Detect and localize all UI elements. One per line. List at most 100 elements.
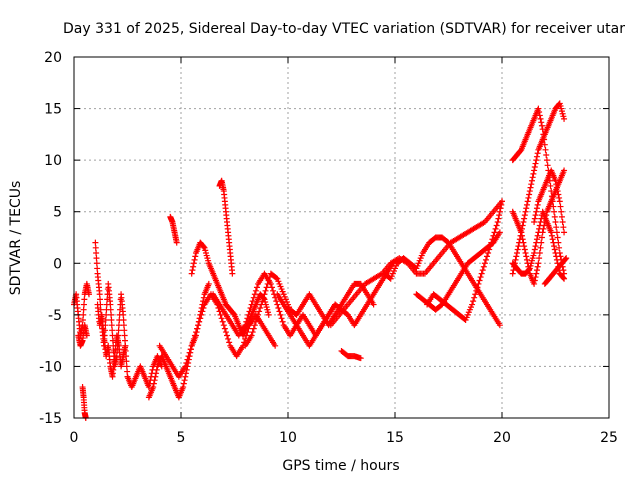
data-point (532, 274, 539, 281)
data-point (537, 219, 544, 226)
data-point (273, 298, 280, 305)
data-point (552, 219, 559, 226)
data-point (200, 243, 207, 250)
data-point (85, 291, 92, 298)
data-point (107, 306, 114, 313)
data-point (150, 384, 157, 391)
data-point (196, 318, 203, 325)
data-point (493, 222, 500, 229)
data-point (509, 270, 516, 277)
data-point (220, 322, 227, 329)
series-sat-q (381, 234, 503, 329)
data-point (275, 304, 282, 311)
data-point (551, 243, 558, 250)
data-point (257, 304, 264, 311)
data-point (560, 274, 567, 281)
data-point (192, 253, 199, 260)
data-point (245, 311, 252, 318)
data-point (217, 311, 224, 318)
data-point (534, 150, 541, 157)
data-point (277, 311, 284, 318)
data-point (523, 205, 530, 212)
x-tick-label: 15 (386, 430, 404, 446)
data-point (153, 370, 160, 377)
data-point (246, 308, 253, 315)
data-point (534, 232, 541, 239)
data-point (80, 306, 87, 313)
data-point (270, 287, 277, 294)
data-point (200, 304, 207, 311)
data-point (109, 327, 116, 334)
data-point (556, 244, 563, 251)
data-point (218, 315, 225, 322)
series-sat-l (210, 270, 339, 339)
data-point (549, 236, 556, 243)
data-point (534, 201, 541, 208)
data-point (265, 277, 272, 284)
data-point (532, 243, 539, 250)
gridlines (74, 57, 609, 418)
plot-frame (73, 56, 610, 419)
data-point (258, 301, 265, 308)
data-point (153, 366, 160, 373)
data-point (563, 255, 570, 262)
data-point (83, 332, 90, 339)
data-point (552, 177, 559, 184)
data-point (526, 188, 533, 195)
data-point (480, 263, 487, 270)
x-tick-label: 20 (493, 430, 511, 446)
data-point (531, 167, 538, 174)
data-point (533, 208, 540, 215)
data-point (108, 322, 115, 329)
data-point (221, 325, 228, 332)
data-point (194, 325, 201, 332)
data-point (518, 232, 525, 239)
data-point (496, 212, 503, 219)
data-point (79, 317, 86, 324)
data-point (548, 229, 555, 236)
data-point (520, 219, 527, 226)
data-point (553, 184, 560, 191)
data-point (481, 260, 488, 267)
series-sat-w (509, 208, 568, 282)
data-point (264, 280, 271, 287)
data-point (523, 256, 530, 263)
data-point (187, 346, 194, 353)
data-point (532, 212, 539, 219)
data-point (531, 219, 538, 226)
data-point (260, 294, 267, 301)
data-point (191, 332, 198, 339)
y-tick-label: -5 (48, 308, 62, 324)
data-point (122, 342, 129, 349)
data-point (476, 277, 483, 284)
data-point (540, 131, 547, 138)
data-point (273, 274, 280, 281)
data-point (557, 203, 564, 210)
data-point (520, 239, 527, 246)
data-point (522, 208, 529, 215)
data-point (542, 146, 549, 153)
data-point (255, 311, 262, 318)
y-axis-title: SDTVAR / TECUs (8, 181, 24, 296)
data-point (80, 301, 87, 308)
series-sat-v (509, 167, 568, 287)
data-point (222, 329, 229, 336)
data-point (559, 219, 566, 226)
data-point (539, 126, 546, 133)
series-sat-f (124, 353, 165, 391)
data-point (253, 315, 260, 322)
series-sat-b (75, 322, 90, 349)
y-tick-label: 5 (53, 205, 62, 221)
data-point (531, 277, 538, 284)
data-point (242, 322, 249, 329)
data-point (124, 368, 131, 375)
data-point (190, 335, 197, 342)
data-point (123, 363, 130, 370)
data-point (538, 234, 545, 241)
data-point (521, 215, 528, 222)
data-point (226, 339, 233, 346)
data-point (524, 198, 531, 205)
data-point (370, 301, 377, 308)
data-point (514, 246, 521, 253)
data-point (471, 294, 478, 301)
